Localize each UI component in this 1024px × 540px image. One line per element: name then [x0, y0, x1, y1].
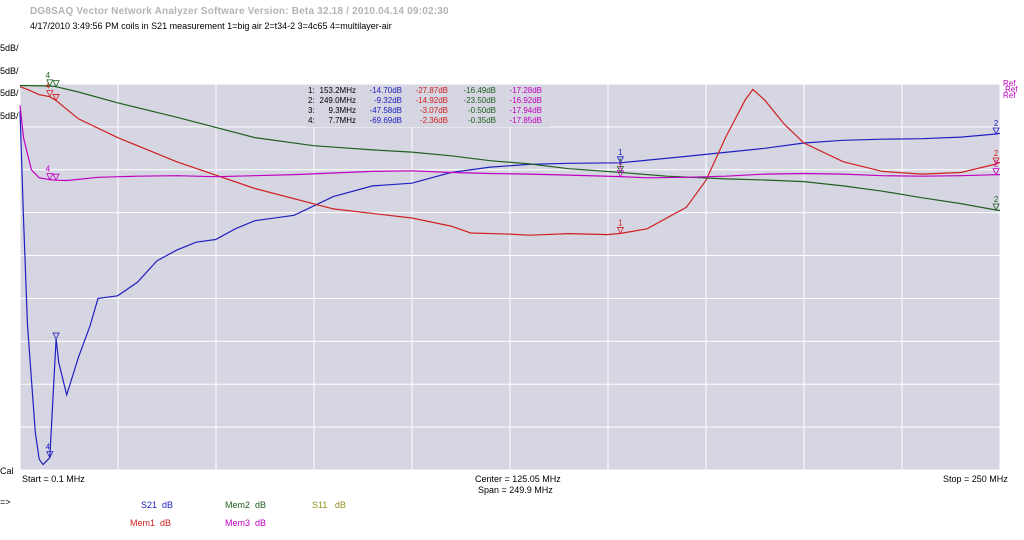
marker-row-mem2: -0.50dB [468, 106, 496, 115]
marker-4-s21 [46, 451, 54, 459]
marker-label: 2 [994, 195, 999, 204]
marker-row-s21: -47.58dB [370, 106, 402, 115]
marker-3-mem3 [52, 173, 60, 182]
legend-s11[interactable]: S11 dB [312, 500, 346, 510]
marker-label: 1 [618, 162, 623, 171]
marker-label: 2 [994, 160, 999, 169]
trace-mem1 [19, 86, 1001, 236]
ref-label-1: Ref [1003, 79, 1016, 88]
legend-unit: dB [334, 500, 346, 510]
marker-row-mem2: -0.35dB [468, 116, 496, 125]
marker-row-mem1: -3.07dB [420, 106, 448, 115]
marker-label: 2 [994, 119, 999, 128]
marker-row-mem1: -14.92dB [416, 96, 448, 105]
legend-mem1[interactable]: Mem1 dB [130, 518, 171, 528]
legend-trace-name: Mem3 [225, 518, 251, 528]
marker-row-mem1: -2.36dB [420, 116, 448, 125]
marker-label: 4 [46, 71, 51, 80]
marker-3-mem2 [52, 80, 60, 88]
marker-label: 4 [46, 165, 51, 174]
marker-table-background [305, 85, 550, 127]
start-frequency: Start = 0.1 MHz [22, 474, 85, 484]
marker-row-s21: -9.32dB [374, 96, 402, 105]
legend-trace-name: S21 [141, 500, 158, 510]
marker-row-s21: -69.69dB [370, 116, 402, 125]
marker-4-mem2 [46, 79, 54, 87]
marker-row-mem1: -27.87dB [416, 86, 448, 95]
marker-row-s21: -14.70dB [370, 86, 402, 95]
marker-row-id: 3: [308, 106, 315, 115]
marker-row-mem2: -23.50dB [464, 96, 496, 105]
marker-row-id: 2: [308, 96, 315, 105]
ref-label-2: Ref [1005, 85, 1018, 94]
scale-label-s21: 5dB/ [0, 43, 19, 53]
marker-row-mem3: -17.28dB [510, 86, 542, 95]
trace-mem3 [19, 105, 1001, 182]
marker-row-freq: 9.3MHz [328, 106, 356, 115]
marker-row-freq: 7.7MHz [328, 116, 356, 125]
legend-mem2[interactable]: Mem2 dB [225, 500, 266, 510]
stop-frequency: Stop = 250 MHz [943, 474, 1008, 484]
legend-unit: dB [255, 518, 267, 528]
marker-label: 1 [618, 148, 623, 157]
legend-unit: dB [162, 500, 174, 510]
legend-unit: dB [160, 518, 172, 528]
measurement-description: 4/17/2010 3:49:56 PM coils in S21 measur… [30, 21, 392, 31]
marker-row-id: 1: [308, 86, 315, 95]
marker-row-mem3: -16.92dB [510, 96, 542, 105]
marker-readout-table: 1: 153.2MHz -14.70dB -27.87dB -16.49dB -… [308, 86, 542, 125]
legend-s21[interactable]: S21 dB [141, 500, 173, 510]
marker-1-mem3 [616, 170, 625, 178]
ref-label-3: Ref [1003, 91, 1016, 100]
scale-label-mem1: 5dB/ [0, 66, 19, 76]
marker-label: 1 [618, 157, 623, 166]
app-title: DG8SAQ Vector Network Analyzer Software … [30, 6, 449, 17]
legend-mem3[interactable]: Mem3 dB [225, 518, 266, 528]
marker-2-s21 [992, 127, 1000, 135]
marker-label: 1 [618, 218, 623, 227]
markers: 1 2 4 1 2 4 1 2 4 1 2 4 [46, 71, 1000, 459]
legend-trace-name: Mem2 [225, 500, 251, 510]
legend-trace-name: Mem1 [130, 518, 156, 528]
center-frequency: Center = 125.05 MHz [475, 474, 561, 484]
scale-label-mem2: 5dB/ [0, 88, 19, 98]
marker-3-mem1 [52, 94, 60, 102]
marker-row-id: 4: [308, 116, 315, 125]
arrow-label: => [0, 497, 11, 507]
trace-mem2 [20, 84, 1001, 212]
marker-1-mem1 [616, 227, 625, 235]
legend-unit: dB [255, 500, 267, 510]
marker-label: 4 [46, 82, 51, 91]
marker-1-s21 [616, 156, 625, 164]
marker-3-s21 [52, 332, 60, 340]
scale-label-mem3: 5dB/ [0, 111, 19, 121]
marker-4-mem1 [46, 90, 54, 98]
marker-4-mem3 [46, 173, 54, 181]
marker-row-freq: 153.2MHz [320, 86, 356, 95]
trace-s21 [19, 110, 1001, 466]
grid [19, 83, 1001, 471]
span-frequency: Span = 249.9 MHz [478, 485, 553, 495]
marker-row-mem3: -17.85dB [510, 116, 542, 125]
marker-2-mem3 [992, 168, 1000, 176]
marker-2-mem1 [992, 157, 1000, 165]
marker-row-mem2: -16.49dB [464, 86, 496, 95]
marker-row-mem3: -17.94dB [510, 106, 542, 115]
marker-label: 4 [46, 443, 51, 452]
traces [19, 84, 1001, 466]
cal-label: Cal [0, 466, 14, 476]
marker-2-mem2 [992, 203, 1000, 211]
marker-row-freq: 249.0MHz [320, 96, 356, 105]
legend-trace-name: S11 [312, 500, 328, 510]
marker-1-mem2 [616, 166, 625, 174]
marker-label: 2 [994, 149, 999, 158]
